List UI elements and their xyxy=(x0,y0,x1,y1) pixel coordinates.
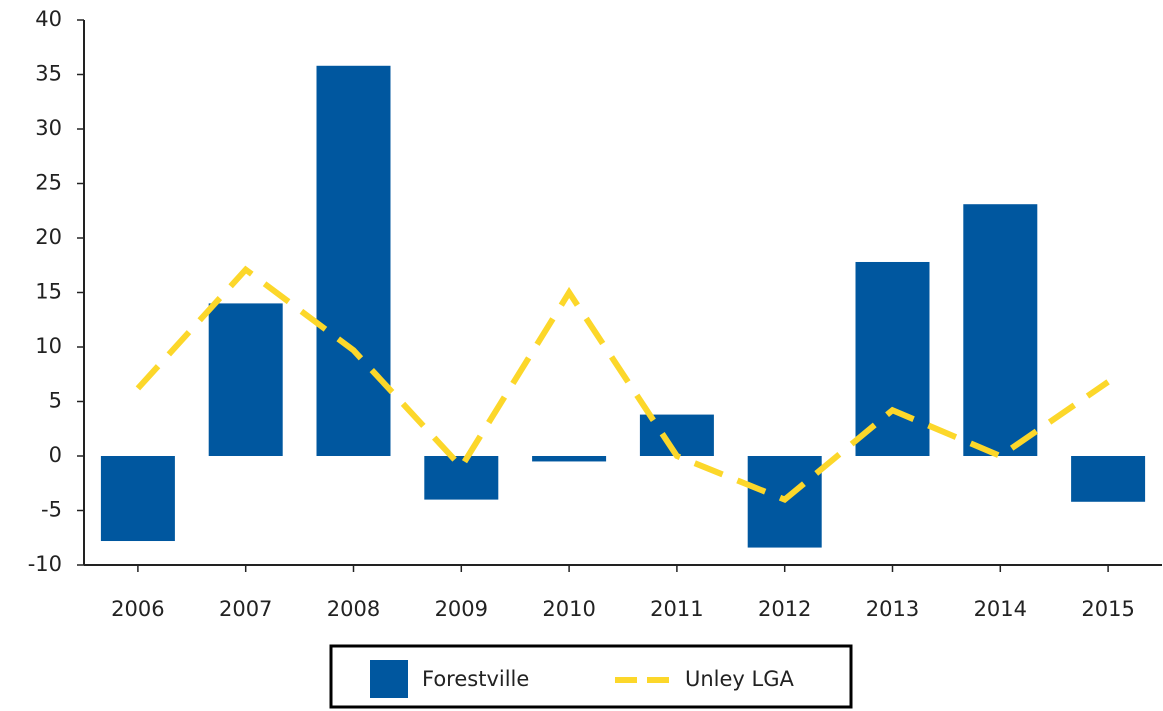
bar xyxy=(100,456,175,542)
y-tick-label: -5 xyxy=(41,498,62,522)
x-tick-label: 2009 xyxy=(435,597,488,621)
x-tick-label: 2010 xyxy=(542,597,595,621)
x-tick-label: 2015 xyxy=(1081,597,1134,621)
y-tick-label: 5 xyxy=(49,389,62,413)
y-tick-label: 30 xyxy=(35,116,62,140)
y-tick-label: 40 xyxy=(35,7,62,31)
y-tick-label: 35 xyxy=(35,62,62,86)
x-tick-label: 2014 xyxy=(974,597,1027,621)
bar xyxy=(424,456,499,500)
bar xyxy=(316,65,391,456)
y-tick-label: 0 xyxy=(49,443,62,467)
x-tick-label: 2008 xyxy=(327,597,380,621)
y-tick-label: 15 xyxy=(35,280,62,304)
x-tick-label: 2013 xyxy=(866,597,919,621)
bar xyxy=(963,204,1038,456)
bar xyxy=(532,456,607,462)
x-tick-label: 2011 xyxy=(650,597,703,621)
bar xyxy=(639,414,714,456)
x-tick-label: 2006 xyxy=(111,597,164,621)
line xyxy=(135,265,1110,504)
legend-box xyxy=(329,644,853,709)
legend-label: Unley LGA xyxy=(685,667,795,691)
legend-label: Forestville xyxy=(422,667,529,691)
bar xyxy=(855,261,930,456)
x-tick-label: 2012 xyxy=(758,597,811,621)
bar xyxy=(1071,456,1146,502)
y-tick-label: 20 xyxy=(35,225,62,249)
bar xyxy=(208,303,283,456)
y-tick-label: -10 xyxy=(28,552,62,576)
y-tick-label: 10 xyxy=(35,334,62,358)
y-tick-label: 25 xyxy=(35,171,62,195)
x-tick-label: 2007 xyxy=(219,597,272,621)
legend-swatch xyxy=(370,660,408,698)
